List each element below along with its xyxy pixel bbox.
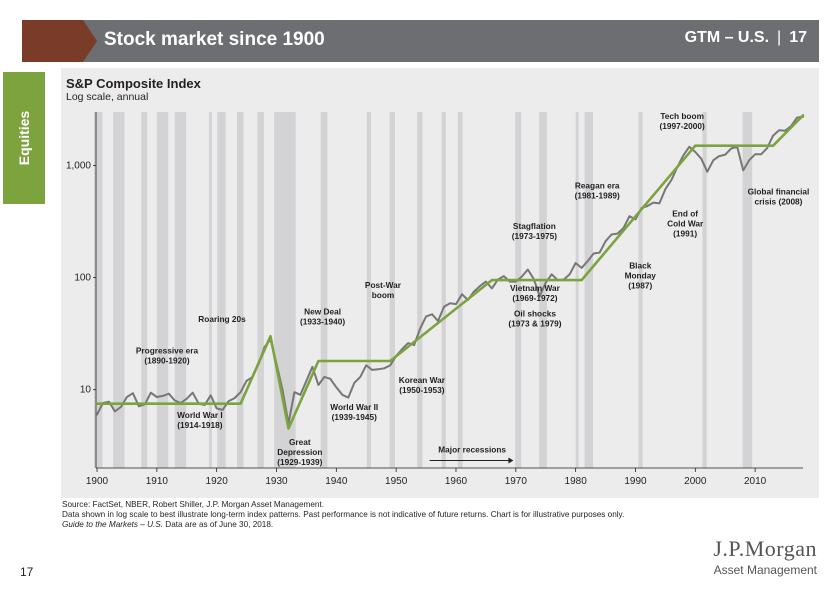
page-number: 17 bbox=[20, 565, 34, 579]
trend-line bbox=[95, 114, 805, 430]
guide-label: GTM – U.S. bbox=[684, 29, 770, 46]
logo-subtitle: Asset Management bbox=[713, 563, 817, 577]
y-tick-label: 10 bbox=[80, 385, 92, 396]
x-tick-label: 1920 bbox=[206, 476, 229, 487]
header-page-number: 17 bbox=[789, 29, 807, 46]
section-tab: Equities bbox=[3, 72, 45, 204]
recession-band bbox=[208, 112, 212, 468]
x-tick-label: 2000 bbox=[684, 476, 707, 487]
annotation-label: Major recessions bbox=[438, 444, 506, 454]
recession-band bbox=[702, 112, 707, 468]
recession-band bbox=[389, 112, 395, 468]
annotation-label: Vietnam War (1969-1972) bbox=[510, 283, 561, 303]
annotation-label: New Deal (1933-1940) bbox=[300, 306, 345, 326]
recession-band bbox=[320, 112, 328, 468]
as-of-note: Guide to the Markets – U.S. Data are as … bbox=[62, 520, 692, 530]
x-tick-label: 1980 bbox=[565, 476, 588, 487]
series-lines bbox=[95, 114, 805, 430]
recession-band bbox=[156, 112, 169, 468]
recession-band bbox=[638, 112, 643, 468]
annotation-label: Post-War boom bbox=[365, 280, 402, 300]
recession-band bbox=[515, 112, 522, 468]
page-title: Stock market since 1900 bbox=[104, 29, 325, 50]
annotation-label: Progressive era (1890-1920) bbox=[136, 346, 199, 366]
annotation-label: Roaring 20s bbox=[198, 314, 246, 324]
annotation-label: Great Depression (1929-1939) bbox=[277, 437, 322, 467]
as-of-date: Data are as of June 30, 2018. bbox=[163, 520, 274, 529]
x-tick-label: 1900 bbox=[86, 476, 109, 487]
y-tick-label: 100 bbox=[74, 273, 91, 284]
header-accent bbox=[22, 20, 83, 62]
annotations: Progressive era (1890-1920) World War I (19… bbox=[136, 111, 809, 467]
header-separator: | bbox=[777, 29, 782, 46]
recession-band bbox=[366, 112, 372, 468]
recession-band bbox=[575, 112, 579, 468]
x-tick-label: 1990 bbox=[624, 476, 647, 487]
x-tick-label: 1950 bbox=[385, 476, 408, 487]
disclaimer-note: Data shown in log scale to best illustra… bbox=[62, 510, 625, 519]
recession-band bbox=[141, 112, 148, 468]
recession-band bbox=[217, 112, 226, 468]
jpmorgan-logo: J.P.Morgan Asset Management bbox=[713, 536, 817, 577]
header-bar: Stock market since 1900 GTM – U.S. | 17 bbox=[22, 20, 819, 62]
annotation-label: Black Monday (1987) bbox=[625, 260, 657, 290]
annotation-label: World War II (1939-1945) bbox=[330, 402, 378, 422]
annotation-label: Tech boom (1997-2000) bbox=[660, 111, 705, 131]
x-tick-label: 1940 bbox=[325, 476, 348, 487]
chart-title: S&P Composite Index bbox=[66, 76, 201, 91]
axes: 10 100 1,000 1900 1910 1920 1930 1940 1950 1960 19… bbox=[66, 112, 803, 487]
x-tick-label: 2010 bbox=[744, 476, 767, 487]
recession-band bbox=[457, 112, 463, 468]
annotation-label: World War I (1914-1918) bbox=[177, 410, 223, 430]
recession-band bbox=[417, 112, 423, 468]
header-guide-label: GTM – U.S. | 17 bbox=[685, 29, 807, 47]
x-tick-label: 1970 bbox=[505, 476, 528, 487]
chart-panel bbox=[61, 68, 819, 498]
recession-band bbox=[113, 112, 125, 468]
footnotes: Source: FactSet, NBER, Robert Shiller, J… bbox=[62, 500, 692, 530]
recession-band bbox=[441, 112, 446, 468]
annotation-label: Stagflation (1973-1975) bbox=[512, 221, 557, 241]
chart-subtitle: Log scale, annual bbox=[66, 91, 149, 103]
annotation-label: Global financial crisis (2008) bbox=[748, 187, 810, 207]
recession-band bbox=[257, 112, 264, 468]
annotation-label: Oil shocks (1973 & 1979) bbox=[508, 308, 561, 328]
x-tick-label: 1930 bbox=[265, 476, 288, 487]
index-line bbox=[96, 115, 804, 425]
recessions-arrow-head bbox=[508, 457, 514, 464]
recession-band bbox=[174, 112, 187, 468]
recession-band bbox=[94, 112, 103, 468]
guide-name: Guide to the Markets – U.S. bbox=[62, 520, 164, 529]
recession-band bbox=[237, 112, 244, 468]
recession-band bbox=[742, 112, 753, 468]
x-tick-label: 1960 bbox=[445, 476, 468, 487]
x-tick-label: 1910 bbox=[146, 476, 169, 487]
annotation-label: Korean War (1950-1953) bbox=[399, 375, 446, 395]
source-note: Source: FactSet, NBER, Robert Shiller, J… bbox=[62, 500, 324, 509]
logo-name: J.P.Morgan bbox=[713, 536, 817, 561]
y-tick-label: 1,000 bbox=[66, 160, 91, 171]
header-notch bbox=[83, 20, 97, 62]
recession-band bbox=[584, 112, 593, 468]
annotation-label: End of Cold War (1991) bbox=[667, 209, 704, 239]
annotation-label: Reagan era (1981-1989) bbox=[575, 181, 620, 201]
